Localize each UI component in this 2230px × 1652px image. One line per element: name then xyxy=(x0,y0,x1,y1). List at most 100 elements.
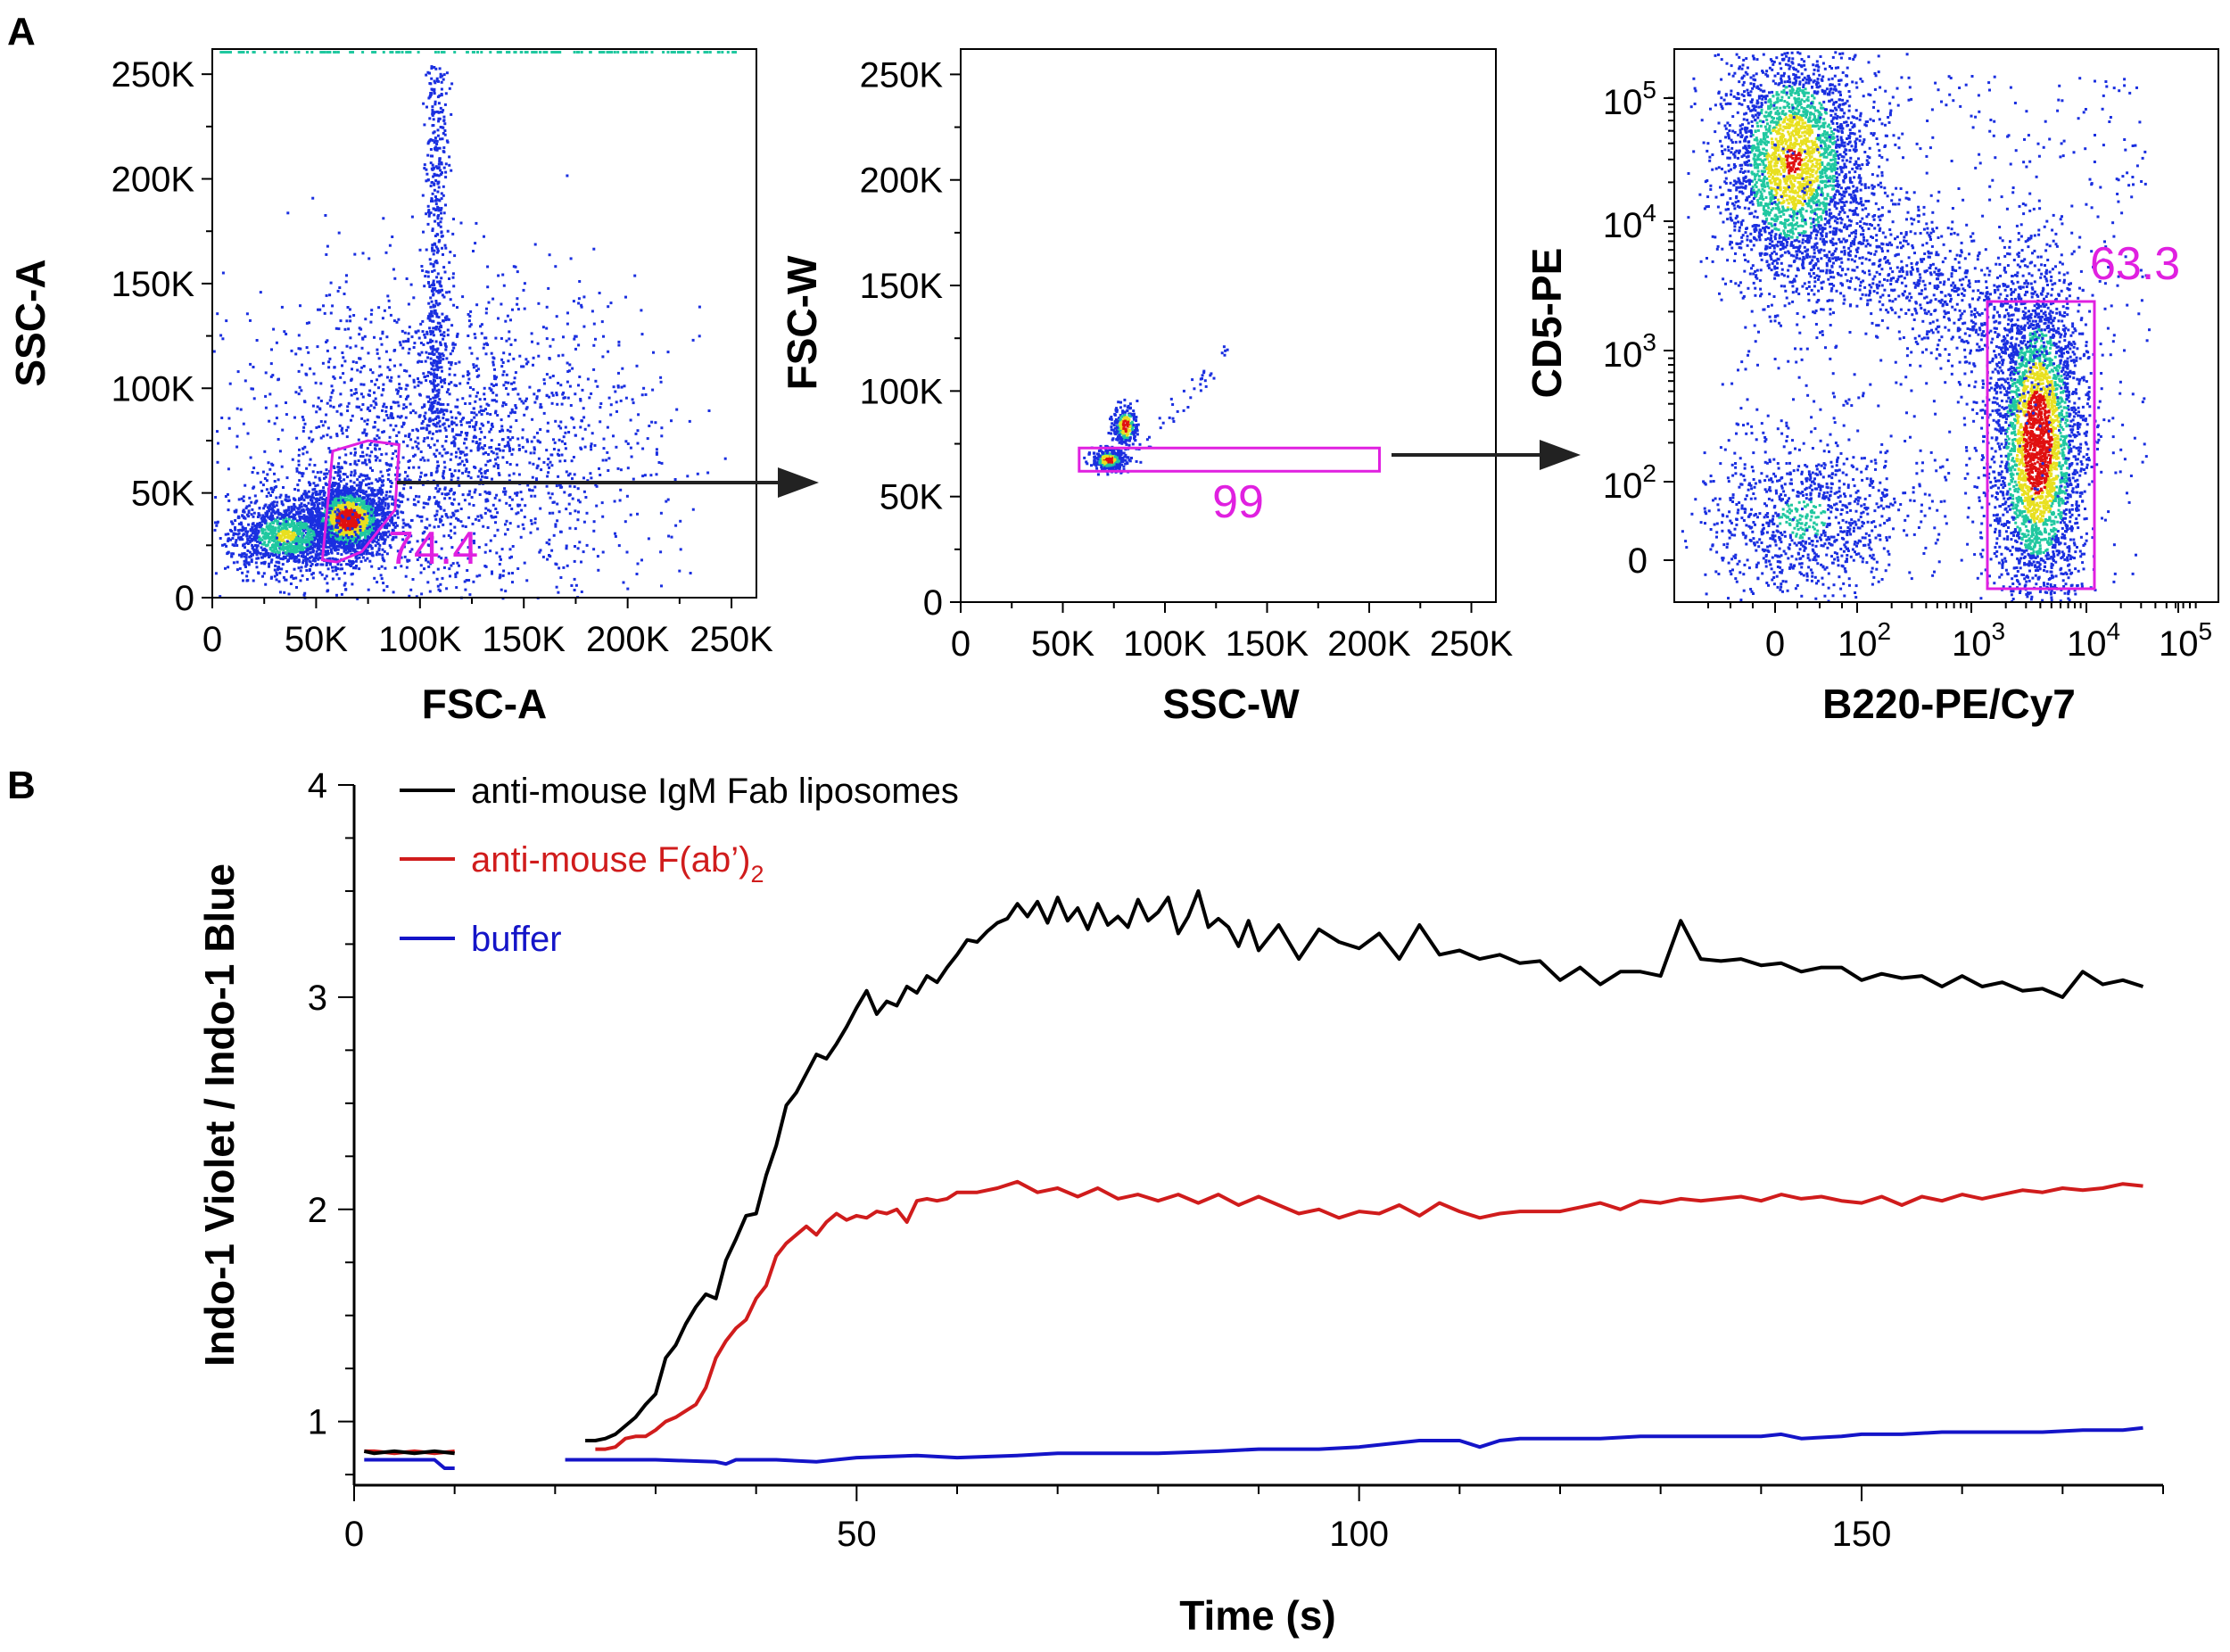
scatter-point xyxy=(491,572,493,575)
scatter-point xyxy=(577,384,580,387)
scatter-point xyxy=(260,524,262,527)
scatter-point xyxy=(330,516,334,519)
scatter-point xyxy=(640,333,644,336)
scatter-point xyxy=(302,556,306,558)
scatter-point xyxy=(357,509,360,513)
scatter-point xyxy=(533,401,537,404)
scatter-point xyxy=(323,476,326,480)
scatter-point xyxy=(307,501,310,505)
scatter-point xyxy=(507,381,510,384)
scatter-point xyxy=(451,511,455,515)
scatter-point xyxy=(539,549,542,552)
scatter-point xyxy=(357,488,360,491)
scatter-point xyxy=(298,504,301,508)
scatter-point xyxy=(359,445,363,449)
scatter-point xyxy=(343,503,346,507)
scatter-point xyxy=(322,434,326,438)
panel-label-b: B xyxy=(7,764,36,807)
scatter-point xyxy=(567,493,571,497)
scatter-point xyxy=(582,295,586,299)
scatter-point xyxy=(521,436,524,440)
scatter-point xyxy=(406,475,409,478)
scatter-point xyxy=(555,484,558,488)
scatter-point xyxy=(277,542,279,545)
scatter-point xyxy=(252,485,256,489)
scatter-point xyxy=(363,496,367,500)
scatter-point xyxy=(382,541,385,545)
scatter-point xyxy=(214,572,218,575)
scatter-point xyxy=(502,284,506,287)
scatter-point xyxy=(495,400,499,403)
scatter-point xyxy=(337,231,341,235)
scatter-point xyxy=(559,530,563,533)
scatter-point xyxy=(389,485,392,488)
scatter-point xyxy=(267,491,270,495)
scatter-point xyxy=(266,553,269,557)
scatter-point xyxy=(466,421,469,425)
scatter-point xyxy=(373,517,376,521)
scatter-point xyxy=(331,535,334,539)
scatter-point xyxy=(270,549,274,552)
scatter-point xyxy=(360,516,364,520)
scatter-point xyxy=(246,432,250,435)
scatter-point xyxy=(324,542,327,546)
scatter-point xyxy=(337,468,341,472)
scatter-point xyxy=(326,567,330,571)
scatter-point xyxy=(334,541,336,544)
scatter-point xyxy=(442,566,446,569)
scatter-point xyxy=(331,566,334,569)
scatter-point xyxy=(310,537,314,541)
scatter-point xyxy=(468,425,472,428)
scatter-point xyxy=(614,532,616,535)
scatter-point xyxy=(301,550,305,554)
scatter-point xyxy=(370,508,373,511)
scatter-point xyxy=(410,335,414,339)
scatter-point xyxy=(260,539,264,541)
scatter-point xyxy=(434,487,438,490)
scatter-point xyxy=(442,523,445,526)
scatter-point xyxy=(260,489,264,492)
scatter-point xyxy=(310,527,314,531)
scatter-point xyxy=(356,368,359,372)
scatter-point xyxy=(454,455,458,458)
scatter-point xyxy=(369,404,373,408)
scatter-point xyxy=(227,508,230,512)
scatter-point xyxy=(378,501,382,505)
scatter-point xyxy=(348,543,351,547)
scatter-point xyxy=(443,343,447,347)
scatter-point xyxy=(574,545,576,548)
scatter-point xyxy=(508,438,512,442)
scatter-point xyxy=(336,474,340,477)
scatter-point xyxy=(265,533,268,536)
scatter-point xyxy=(467,381,470,384)
scatter-point xyxy=(635,364,639,368)
scatter-point xyxy=(467,471,471,474)
scatter-point xyxy=(606,425,609,429)
scatter-point xyxy=(318,502,321,505)
scatter-point xyxy=(377,500,381,503)
scatter-point xyxy=(422,506,425,509)
scatter-point xyxy=(360,443,364,447)
scatter-point xyxy=(238,538,242,541)
scatter-point xyxy=(351,506,354,509)
scatter-point xyxy=(552,533,556,537)
scatter-point xyxy=(385,463,389,467)
scatter-point xyxy=(279,530,283,533)
scatter-point xyxy=(328,511,332,514)
scatter-point xyxy=(361,455,365,458)
scatter-point xyxy=(486,526,490,529)
scatter-point xyxy=(595,504,599,508)
scatter-point xyxy=(368,467,372,470)
scatter-point xyxy=(514,338,517,342)
scatter-point xyxy=(487,508,490,512)
scatter-point xyxy=(272,522,276,525)
scatter-point xyxy=(384,501,387,505)
scatter-point xyxy=(377,306,381,310)
scatter-point xyxy=(327,546,331,549)
scatter-point xyxy=(368,543,372,547)
scatter-point xyxy=(247,561,251,565)
scatter-point xyxy=(245,541,249,545)
scatter-point xyxy=(641,475,645,478)
scatter-point xyxy=(356,538,359,541)
scatter-point xyxy=(329,507,333,510)
